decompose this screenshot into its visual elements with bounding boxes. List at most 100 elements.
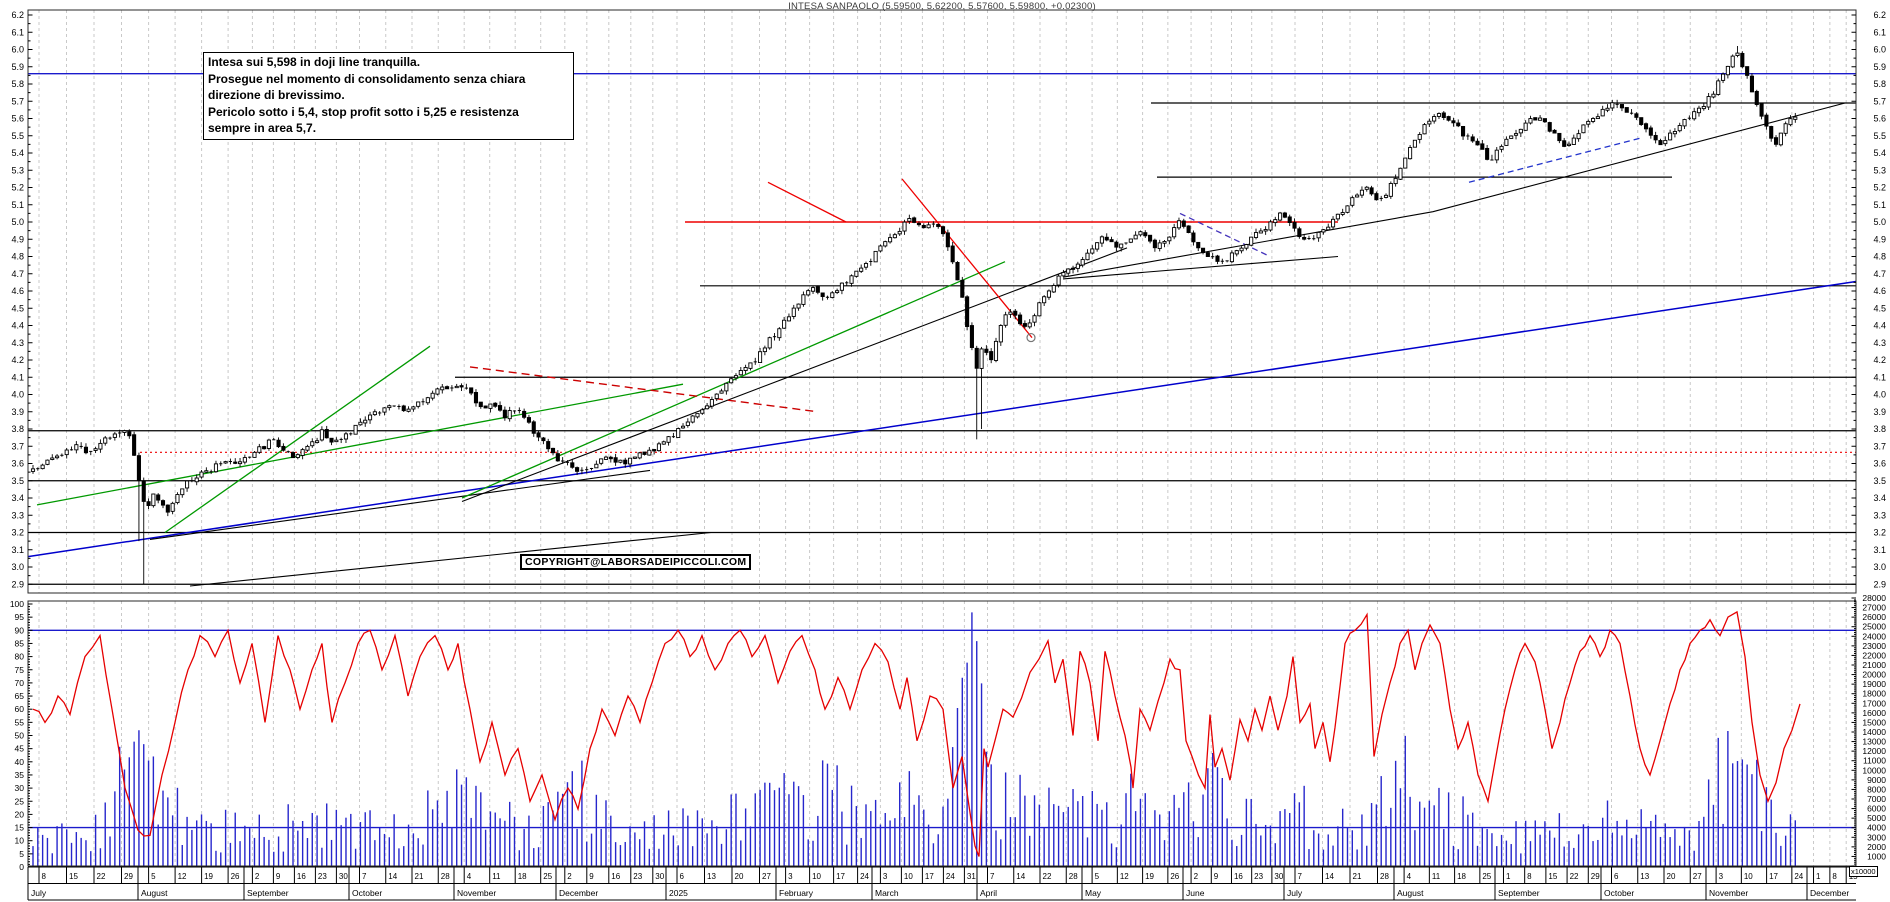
svg-text:4.3: 4.3 — [1873, 338, 1886, 348]
svg-text:3.3: 3.3 — [11, 510, 24, 520]
svg-text:August: August — [1397, 888, 1424, 898]
svg-text:4.3: 4.3 — [11, 338, 24, 348]
svg-text:3.7: 3.7 — [1873, 441, 1886, 451]
svg-text:19: 19 — [1145, 872, 1154, 881]
svg-text:27: 27 — [1693, 872, 1702, 881]
svg-text:12: 12 — [1120, 872, 1129, 881]
svg-text:14000: 14000 — [1862, 727, 1886, 737]
svg-text:5.9: 5.9 — [11, 62, 24, 72]
svg-text:16: 16 — [297, 872, 306, 881]
svg-text:23: 23 — [318, 872, 327, 881]
svg-text:5.7: 5.7 — [1873, 96, 1886, 106]
svg-text:4.4: 4.4 — [1873, 321, 1886, 331]
svg-text:15: 15 — [15, 823, 25, 833]
svg-text:20000: 20000 — [1862, 670, 1886, 680]
svg-text:35: 35 — [15, 770, 25, 780]
svg-text:18000: 18000 — [1862, 689, 1886, 699]
volume-scale-label: x10000 — [1849, 866, 1878, 877]
svg-text:5.8: 5.8 — [11, 79, 24, 89]
svg-text:26: 26 — [231, 872, 240, 881]
svg-text:14: 14 — [388, 872, 397, 881]
svg-text:2: 2 — [255, 872, 260, 881]
svg-text:1: 1 — [1506, 872, 1511, 881]
svg-text:4: 4 — [467, 872, 472, 881]
svg-text:October: October — [1604, 888, 1634, 898]
svg-text:4.6: 4.6 — [11, 286, 24, 296]
svg-text:30: 30 — [339, 872, 348, 881]
svg-text:4.1: 4.1 — [11, 372, 24, 382]
svg-text:4.2: 4.2 — [11, 355, 24, 365]
svg-text:5.0: 5.0 — [11, 217, 24, 227]
svg-text:3.9: 3.9 — [11, 407, 24, 417]
svg-text:28: 28 — [1069, 872, 1078, 881]
svg-text:18: 18 — [1457, 872, 1466, 881]
svg-text:July: July — [31, 888, 47, 898]
svg-text:3.2: 3.2 — [11, 528, 24, 538]
svg-text:55: 55 — [15, 717, 25, 727]
svg-text:100: 100 — [10, 599, 24, 609]
svg-text:24: 24 — [1794, 872, 1803, 881]
svg-text:5.4: 5.4 — [11, 148, 24, 158]
svg-text:November: November — [1709, 888, 1748, 898]
svg-text:27000: 27000 — [1862, 603, 1886, 613]
svg-text:11000: 11000 — [1863, 756, 1886, 766]
svg-text:26000: 26000 — [1862, 612, 1886, 622]
indicator-axis: 1009590858075706560555045403530252015105… — [10, 599, 33, 872]
svg-text:4.5: 4.5 — [11, 303, 24, 313]
svg-text:5.7: 5.7 — [11, 96, 24, 106]
svg-text:7: 7 — [990, 872, 995, 881]
svg-text:6000: 6000 — [1867, 804, 1886, 814]
svg-text:5.3: 5.3 — [11, 165, 24, 175]
candlestick-series — [30, 46, 1798, 585]
svg-text:February: February — [779, 888, 814, 898]
svg-text:25: 25 — [1482, 872, 1491, 881]
svg-text:3: 3 — [1719, 872, 1724, 881]
svg-text:3.7: 3.7 — [11, 441, 24, 451]
svg-text:17: 17 — [925, 872, 934, 881]
volume-axis: 2800027000260002500024000230002200021000… — [1851, 593, 1886, 867]
svg-text:25: 25 — [543, 872, 552, 881]
svg-text:30: 30 — [1274, 872, 1283, 881]
svg-text:21: 21 — [415, 872, 424, 881]
svg-text:3.1: 3.1 — [11, 545, 24, 555]
svg-text:3.2: 3.2 — [1873, 528, 1886, 538]
svg-text:22: 22 — [1570, 872, 1579, 881]
svg-text:30: 30 — [655, 872, 664, 881]
svg-text:75: 75 — [15, 665, 25, 675]
analysis-note: Intesa sui 5,598 in doji line tranquilla… — [203, 52, 574, 140]
svg-text:May: May — [1085, 888, 1102, 898]
svg-text:12: 12 — [178, 872, 187, 881]
svg-text:7000: 7000 — [1867, 794, 1886, 804]
svg-text:December: December — [559, 888, 598, 898]
svg-text:20: 20 — [15, 809, 25, 819]
indicator-bands — [28, 629, 1856, 829]
svg-text:10: 10 — [904, 872, 913, 881]
svg-text:4.7: 4.7 — [11, 269, 24, 279]
svg-text:28: 28 — [1380, 872, 1389, 881]
note-line: sempre in area 5,7. — [208, 121, 317, 135]
svg-text:19000: 19000 — [1862, 679, 1886, 689]
svg-text:30: 30 — [15, 783, 25, 793]
svg-text:0: 0 — [19, 862, 24, 872]
svg-text:3.4: 3.4 — [1873, 493, 1886, 503]
svg-text:2: 2 — [567, 872, 572, 881]
svg-text:5000: 5000 — [1867, 813, 1886, 823]
svg-text:July: July — [1287, 888, 1303, 898]
svg-text:March: March — [875, 888, 899, 898]
svg-text:70: 70 — [15, 678, 25, 688]
svg-text:13000: 13000 — [1862, 737, 1886, 747]
svg-text:6.0: 6.0 — [11, 45, 24, 55]
svg-text:65: 65 — [15, 691, 25, 701]
svg-text:9: 9 — [1214, 872, 1219, 881]
note-line: direzione di brevissimo. — [208, 88, 345, 102]
svg-text:9000: 9000 — [1867, 775, 1886, 785]
svg-text:29: 29 — [124, 872, 133, 881]
svg-text:3000: 3000 — [1867, 832, 1886, 842]
svg-text:24: 24 — [860, 872, 869, 881]
svg-text:8: 8 — [42, 872, 47, 881]
svg-text:4.8: 4.8 — [1873, 252, 1886, 262]
svg-text:22000: 22000 — [1862, 650, 1886, 660]
svg-text:2025: 2025 — [669, 888, 688, 898]
svg-text:9: 9 — [276, 872, 281, 881]
